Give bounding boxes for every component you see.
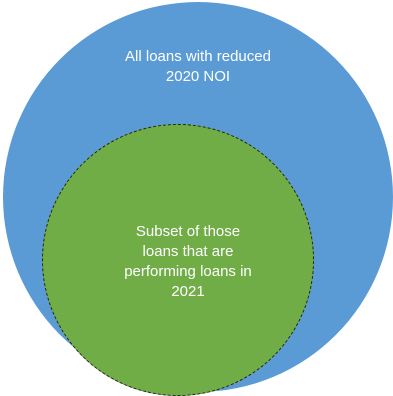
inner-subset-label-line: performing loans in bbox=[124, 263, 252, 280]
inner-subset-label-line: 2021 bbox=[171, 283, 205, 300]
inner-subset-circle bbox=[42, 124, 314, 396]
inner-subset-label-line: loans that are bbox=[142, 243, 234, 260]
outer-set-label-line: All loans with reduced bbox=[125, 48, 271, 65]
outer-set-label-line: 2020 NOI bbox=[165, 68, 231, 85]
inner-subset-label: Subset of those loans that are performin… bbox=[113, 222, 263, 302]
outer-set-label: All loans with reduced 2020 NOI bbox=[88, 47, 308, 87]
inner-subset-label-line: Subset of those bbox=[135, 223, 241, 240]
